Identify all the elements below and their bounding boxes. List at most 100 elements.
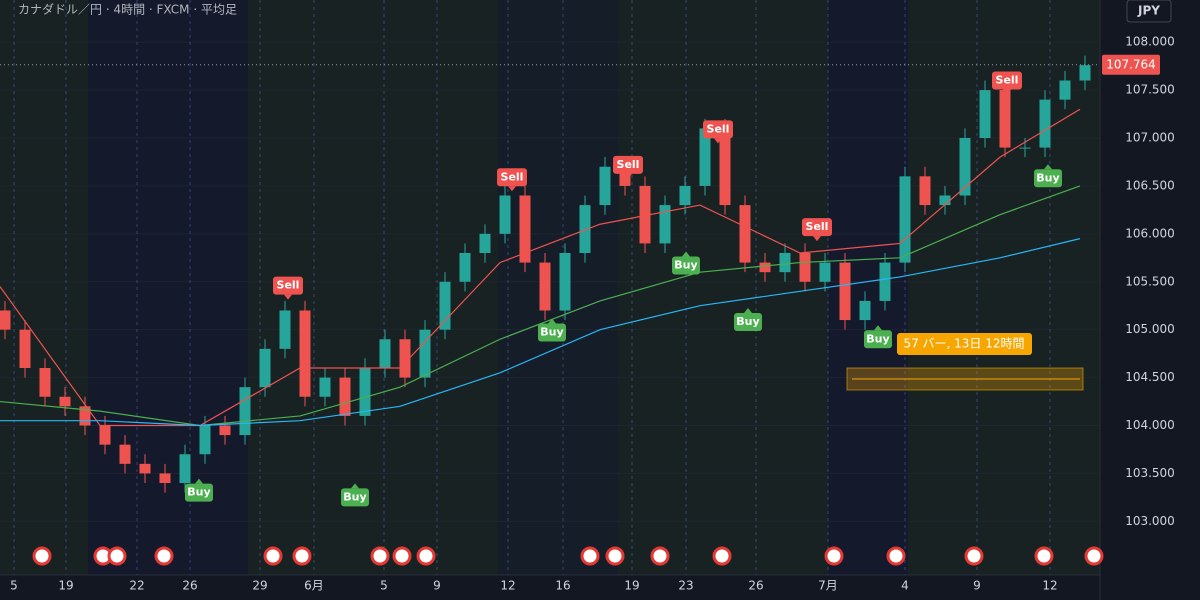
signal-label: Sell (806, 220, 829, 233)
candle-body (199, 425, 211, 455)
candle-body (899, 176, 911, 263)
candle-body (939, 195, 951, 206)
candle-body (779, 253, 791, 273)
candle-body (179, 454, 191, 483)
buy-signal: Buy (734, 308, 762, 331)
signal-pointer (1003, 89, 1011, 95)
y-tick-label: 104.000 (1125, 418, 1175, 432)
moving-average (0, 238, 1081, 427)
y-tick-label: 103.500 (1125, 466, 1175, 480)
y-tick-label: 107.000 (1125, 131, 1175, 145)
candle-body (119, 444, 131, 464)
candle-body (639, 185, 651, 244)
candle-body (599, 166, 611, 206)
sell-signal: Sell (703, 120, 733, 144)
signal-pointer (1044, 164, 1052, 170)
candle-body (39, 368, 51, 397)
signal-label: Sell (277, 279, 300, 292)
candle-body (159, 473, 171, 483)
signal-pointer (813, 236, 821, 242)
candle-body (999, 90, 1011, 148)
buy-signal: Buy (864, 325, 892, 349)
x-tick-label: 6月 (304, 579, 324, 593)
signal-box (992, 71, 1022, 90)
candle-body (619, 166, 631, 186)
candle-body (319, 377, 331, 397)
signal-pointer (744, 308, 752, 313)
x-tick-label: 9 (433, 579, 441, 593)
candle-body (919, 176, 931, 206)
sell-signal: Sell (613, 155, 643, 179)
candle-body (739, 205, 751, 263)
candle-body (839, 262, 851, 321)
buy-signal: Buy (1034, 164, 1062, 188)
x-tick-label: 7月 (818, 579, 838, 593)
candle-body (79, 406, 91, 426)
signal-box (703, 120, 733, 139)
signal-pointer (624, 173, 632, 179)
candle-body (959, 138, 971, 196)
sell-signal: Sell (273, 276, 303, 300)
signal-label: Sell (501, 170, 524, 183)
signal-box (1034, 169, 1062, 188)
y-tick-label: 106.500 (1125, 178, 1175, 192)
x-tick-label: 26 (182, 579, 197, 593)
signal-box (273, 276, 303, 295)
chart-title: カナダドル／円 · 4時間 · FXCM · 平均足 (18, 2, 237, 17)
candle-body (539, 262, 551, 311)
candle-body (799, 253, 811, 282)
last-price-box (1102, 54, 1160, 75)
signal-pointer (682, 251, 690, 257)
signal-pointer (508, 186, 516, 192)
candle-body (379, 339, 391, 368)
plot-layer: Sell Sell Sell Sell Sell Sell Buy Buy Buy Buy Buy B… (0, 0, 1100, 575)
candle-body (19, 329, 31, 368)
signal-label: Buy (866, 332, 889, 345)
candle-body (299, 310, 311, 397)
x-tick-label: 12 (1042, 579, 1057, 593)
signal-label: Sell (996, 74, 1019, 87)
currency[interactable]: JPY (1137, 4, 1160, 18)
signal-box (802, 218, 832, 237)
candle-body (559, 253, 571, 311)
candle-body (239, 387, 251, 436)
buy-signal: Buy (538, 318, 566, 342)
signal-pointer (874, 325, 882, 331)
signal-pointer (351, 483, 359, 489)
candle-body (0, 310, 11, 330)
sell-signal: Sell (802, 218, 832, 242)
sell-signal: Sell (497, 168, 527, 192)
candle-body (879, 262, 891, 301)
candle-body (1059, 80, 1071, 100)
x-tick-label: 19 (58, 579, 73, 593)
candle-body (579, 205, 591, 253)
signal-label: Buy (674, 258, 697, 271)
candle-body (339, 377, 351, 416)
signal-label: Sell (707, 122, 730, 135)
signal-box (734, 313, 762, 331)
x-tick-label: 12 (500, 579, 515, 593)
y-tick-label: 107.500 (1125, 83, 1175, 97)
signal-label: Buy (736, 315, 759, 328)
buy-signal: Buy (341, 483, 369, 507)
candle-body (679, 185, 691, 206)
candle-body (1019, 147, 1031, 149)
signal-label: Buy (187, 486, 210, 499)
signal-pointer (714, 138, 722, 144)
candle-body (819, 262, 831, 282)
moving-average (0, 108, 1081, 427)
y-tick-label: 104.500 (1125, 370, 1175, 384)
y-tick-label: 106.000 (1125, 226, 1175, 240)
signal-label: Buy (343, 490, 366, 503)
candle-body (759, 262, 771, 273)
candle-body (719, 128, 731, 206)
signal-pointer (284, 294, 292, 300)
measure-label: 57 バー, 13日 12時間 (903, 337, 1024, 351)
y-tick-label: 105.500 (1125, 274, 1175, 288)
x-tick-label: 5 (10, 579, 18, 593)
candle-body (259, 348, 271, 388)
currency-box[interactable] (1126, 0, 1172, 23)
candle-body (99, 425, 111, 445)
x-tick-label: 26 (748, 579, 763, 593)
